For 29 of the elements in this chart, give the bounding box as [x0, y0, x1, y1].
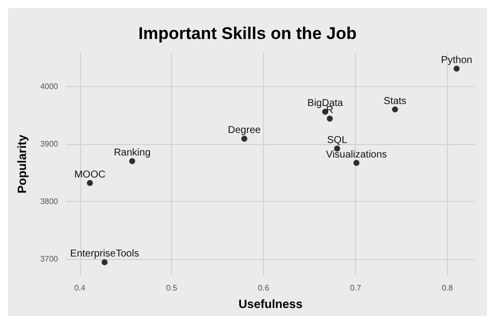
y-tick-label: 3800 — [40, 196, 59, 206]
annotation: EnterpriseTools — [70, 248, 140, 260]
annotation: SQL — [327, 134, 348, 146]
x-axis-title: Usefulness — [238, 297, 303, 311]
y-tick-label: 3700 — [40, 254, 59, 264]
point — [241, 136, 248, 142]
annotation: MOOC — [74, 169, 106, 180]
annotation: Degree — [228, 125, 262, 136]
x-tick-label: 0.6 — [258, 284, 270, 292]
annotation: Python — [441, 55, 472, 66]
y-tick-label: 4000 — [40, 82, 59, 91]
x-tick-label: 0.4 — [74, 284, 86, 292]
point — [129, 158, 136, 164]
chart-title: Important Skills on the Job — [138, 24, 357, 43]
annotation: Visualizations — [326, 149, 387, 160]
point — [102, 259, 108, 266]
point — [454, 66, 460, 72]
x-tick-label: 0.7 — [350, 284, 362, 292]
annotation: Stats — [384, 96, 406, 107]
annotation: R — [326, 105, 334, 116]
point — [392, 106, 398, 112]
x-tick-label: 0.5 — [166, 284, 178, 292]
x-tick-label: 0.8 — [442, 284, 454, 292]
y-axis-title: Popularity — [15, 134, 29, 194]
y-tick-label: 3900 — [40, 139, 59, 148]
point — [353, 160, 360, 166]
point — [326, 116, 333, 122]
annotation: Ranking — [114, 148, 151, 159]
point — [86, 180, 93, 186]
